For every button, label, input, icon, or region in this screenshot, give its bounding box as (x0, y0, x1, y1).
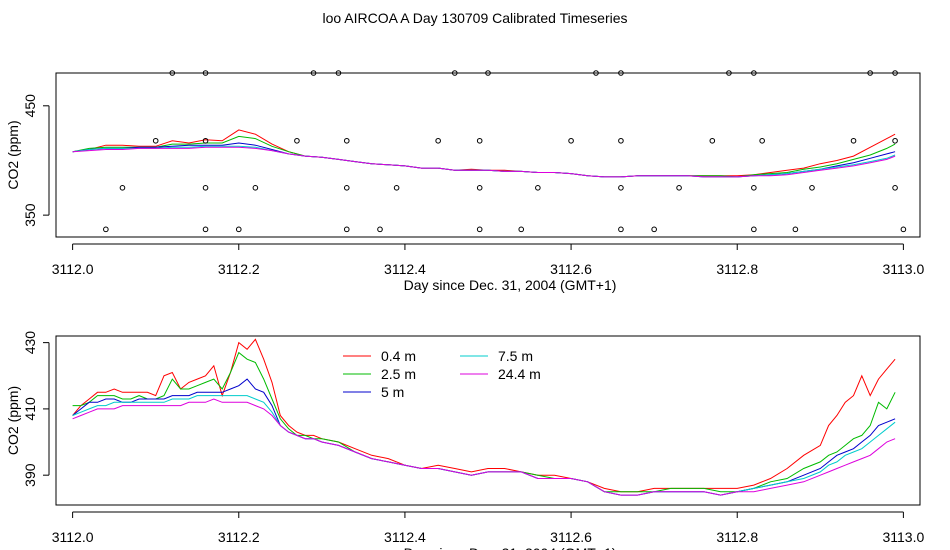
panel1-x-tick-label: 3112.2 (218, 261, 260, 277)
panel1-data-point (343, 226, 350, 233)
panel1-data-point (651, 226, 657, 233)
panel1-data-point (252, 185, 259, 191)
panel1-data-point (535, 185, 541, 191)
panel1-data-point (451, 70, 458, 76)
panel1-data-point (892, 70, 898, 76)
chart-title: loo AIRCOA A Day 130709 Calibrated Times… (322, 10, 628, 26)
legend-label: 2.5 m (381, 366, 416, 382)
panel2-x-tick-label: 3112.6 (550, 529, 592, 545)
panel1-data-point (435, 137, 441, 144)
panel2-x-axis-label: Day since Dec. 31, 2004 (GMT+1) (404, 545, 617, 550)
panel1-series-line (72, 135, 896, 178)
panel1-data-point (751, 185, 757, 191)
panel1-data-point (103, 226, 109, 233)
panel2-x-tick-label: 3113.0 (882, 529, 924, 545)
panel1-x-tick-label: 3112.6 (550, 261, 592, 277)
panel2-series-24-4-m-line (72, 398, 896, 496)
panel2-y-tick-label: 430 (22, 331, 38, 355)
legend-label: 7.5 m (498, 348, 533, 364)
panel1-data-point (900, 226, 907, 233)
panel1-data-point (152, 137, 159, 144)
panel1-data-point (867, 70, 873, 76)
panel1-data-point (235, 226, 242, 233)
panel1-data-point (792, 226, 799, 233)
panel1-data-point (476, 226, 483, 233)
panel1-data-point (751, 226, 757, 233)
panel1-x-axis-label: Day since Dec. 31, 2004 (GMT+1) (404, 277, 617, 293)
panel2-x-tick-label: 3112.8 (716, 529, 758, 545)
legend-label: 0.4 m (381, 348, 416, 364)
panel2-series-0-4-m-line (72, 338, 896, 493)
panel1-data-point (676, 185, 682, 191)
panel1-data-point (618, 137, 624, 144)
panel1-data-point (618, 226, 624, 233)
panel1-data-point (476, 185, 483, 191)
panel1-data-point (202, 185, 209, 191)
panel1-x-tick-label: 3112.8 (716, 261, 758, 277)
panel2-y-axis-label: CO2 (ppm) (5, 386, 21, 455)
panel1-y-tick-label: 350 (22, 203, 38, 227)
panel1-data-point (485, 70, 491, 76)
panel1-data-point (335, 70, 342, 76)
panel1-data-point (202, 226, 209, 233)
panel1-data-point (393, 185, 400, 191)
panel1-data-point (294, 137, 300, 144)
panel1-data-point (202, 70, 209, 76)
panel1-data-point (343, 185, 350, 191)
panel1-data-point (343, 137, 350, 144)
panel1-data-point (892, 185, 898, 191)
panel1-data-point (709, 137, 716, 144)
panel1-data-point (568, 137, 574, 144)
panel1-data-point (202, 137, 209, 144)
panel1-data-point (310, 70, 317, 76)
panel1-data-point (618, 70, 624, 76)
panel1-data-point (593, 70, 599, 76)
panel1-data-point (518, 226, 525, 233)
panel2-y-tick-label: 410 (22, 397, 38, 421)
panel2-x-tick-label: 3112.0 (52, 529, 94, 545)
legend-label: 5 m (381, 384, 404, 400)
legend-label: 24.4 m (498, 366, 541, 382)
panel1-data-point (618, 185, 624, 191)
panel1-plot-frame (55, 72, 921, 238)
panel2-y-tick-label: 390 (22, 463, 38, 487)
panel1-data-point (169, 70, 176, 76)
panel1-data-point (119, 185, 126, 191)
panel2-x-tick-label: 3112.4 (384, 529, 426, 545)
panel2-x-tick-label: 3112.2 (218, 529, 260, 545)
panel1-data-point (809, 185, 815, 191)
panel1-data-point (726, 70, 732, 76)
panel2-plot-frame (55, 335, 921, 506)
panel2-series-2-5-m-line (72, 351, 896, 493)
panel1-x-tick-label: 3113.0 (882, 261, 924, 277)
panel1-y-tick-label: 450 (22, 94, 38, 118)
panel1-series-line (72, 146, 896, 178)
panel1-x-tick-label: 3112.0 (52, 261, 94, 277)
panel1-x-tick-label: 3112.4 (384, 261, 426, 277)
panel1-data-point (850, 137, 857, 144)
panel1-data-point (892, 137, 898, 144)
panel2-series-7-5-m-line (72, 395, 896, 496)
panel1-y-axis-label: CO2 (ppm) (5, 120, 21, 189)
panel1-data-point (759, 137, 765, 144)
panel1-data-point (476, 137, 483, 144)
panel1-data-point (751, 70, 757, 76)
panel1-data-point (377, 226, 383, 233)
